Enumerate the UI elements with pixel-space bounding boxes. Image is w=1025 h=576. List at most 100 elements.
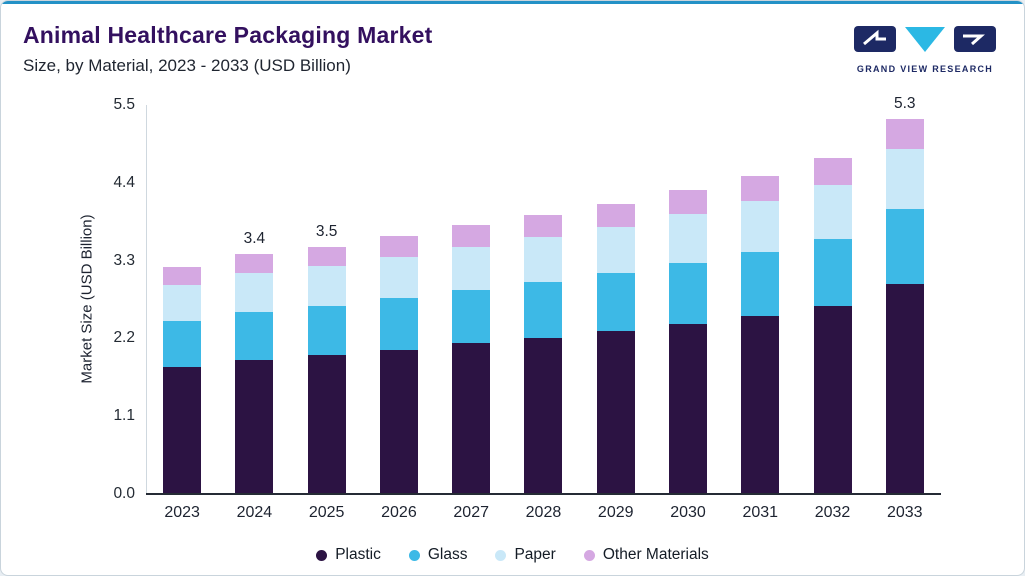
bar-segment-other-materials <box>235 253 274 274</box>
bar-segment-paper <box>163 285 202 322</box>
bar-segment-plastic <box>813 305 852 494</box>
bar-segment-other-materials <box>741 175 780 202</box>
bar-segment-paper <box>885 148 924 209</box>
x-axis-labels: 2023 2024 2025 2026 2027 2028 2029 2030 2031 2032… <box>146 504 941 522</box>
bar-slot-2031 <box>724 105 796 494</box>
bar-segment-glass <box>668 262 707 324</box>
logo-text: GRAND VIEW RESEARCH <box>856 64 994 74</box>
bar-segment-glass <box>813 238 852 306</box>
bar-segment-plastic <box>741 315 780 494</box>
x-axis-label: 2027 <box>453 504 489 521</box>
bar-segment-other-materials <box>813 158 852 185</box>
stacked-bar-2024 <box>235 253 274 494</box>
stacked-bar-2028 <box>524 214 563 494</box>
plot-area: 3.4 3.5 5.3 <box>146 95 941 494</box>
bar-segment-plastic <box>885 283 924 494</box>
bar-segment-glass <box>741 252 780 316</box>
x-axis-label: 2030 <box>670 504 706 521</box>
logo-mark-triangle <box>905 27 945 52</box>
legend-label: Plastic <box>335 546 381 563</box>
bar-segment-other-materials <box>163 266 202 286</box>
top-accent-bar <box>1 1 1024 4</box>
bar-slot-2030 <box>652 105 724 494</box>
bar-segment-glass <box>235 311 274 360</box>
bar-segment-paper <box>452 246 491 290</box>
y-tick-label: 1.1 <box>113 407 135 425</box>
bar-segment-glass <box>379 298 418 350</box>
bar-slot-2028 <box>507 105 579 494</box>
x-axis-label: 2032 <box>814 504 851 521</box>
logo-mark-right-glyph <box>963 34 985 46</box>
bar-segment-paper <box>668 213 707 263</box>
bar-segment-other-materials <box>524 214 563 238</box>
legend-label: Other Materials <box>602 546 709 563</box>
stacked-bar-2027 <box>452 225 491 494</box>
y-tick-label: 4.4 <box>113 173 135 191</box>
bar-segment-paper <box>379 257 418 299</box>
bar-segment-other-materials <box>307 246 346 267</box>
bar-value-label: 3.5 <box>315 222 338 240</box>
bar-segment-glass <box>452 289 491 344</box>
y-axis-title: Market Size (USD Billion) <box>78 214 96 384</box>
stacked-bar-2030 <box>668 189 707 494</box>
bar-slot-2029 <box>580 105 652 494</box>
legend-item-other-materials: Other Materials <box>583 546 709 564</box>
logo-mark-right <box>954 26 996 52</box>
bar-segment-other-materials <box>885 119 924 149</box>
bar-value-label: 5.3 <box>894 95 916 113</box>
y-tick-label: 5.5 <box>113 96 135 113</box>
chart-subtitle: Size, by Material, 2023 - 2033 (USD Bill… <box>23 56 351 75</box>
x-axis-label: 2029 <box>597 504 634 521</box>
x-axis-label: 2033 <box>886 504 923 521</box>
stacked-bar-2032 <box>813 158 852 494</box>
bar-segment-paper <box>596 226 635 274</box>
bar-segment-other-materials <box>668 189 707 214</box>
legend-item-glass: Glass <box>408 546 467 564</box>
bar-segment-glass <box>596 273 635 332</box>
bar-slot-2025: 3.5 <box>291 105 363 494</box>
logo-mark-left-glyph <box>863 29 886 46</box>
x-axis-label: 2026 <box>381 504 417 521</box>
bar-value-label: 3.4 <box>243 229 266 247</box>
stacked-bar-2026 <box>379 235 418 494</box>
bar-segment-plastic <box>452 343 491 494</box>
bar-segment-glass <box>524 281 563 338</box>
grand-view-research-logo: GRAND VIEW RESEARCH <box>850 25 1000 74</box>
chart-title: Animal Healthcare Packaging Market <box>23 22 433 48</box>
legend-item-paper: Paper <box>495 546 556 564</box>
legend-swatch-plastic <box>316 549 328 561</box>
bar-segment-plastic <box>524 337 563 494</box>
stacked-bar-2023 <box>163 266 202 494</box>
bar-segment-paper <box>813 184 852 239</box>
bar-segment-glass <box>885 208 924 284</box>
bar-slot-2027 <box>435 105 507 494</box>
x-axis-line <box>146 493 941 495</box>
legend-item-plastic: Plastic <box>316 546 381 564</box>
legend-swatch-other-materials <box>583 549 595 561</box>
bar-segment-paper <box>741 201 780 253</box>
bar-slot-2024: 3.4 <box>218 105 290 494</box>
x-axis-label: 2024 <box>236 504 273 521</box>
stacked-bar-2033 <box>885 119 924 494</box>
bar-segment-glass <box>307 305 346 356</box>
x-axis-label: 2028 <box>525 504 562 521</box>
legend-label: Paper <box>514 546 556 563</box>
bar-segment-plastic <box>668 323 707 494</box>
bar-slot-2023 <box>146 105 218 494</box>
legend: Plastic Glass Paper Other Materials <box>1 546 1024 564</box>
chart-header: Animal Healthcare Packaging Market Size,… <box>23 22 432 76</box>
bar-segment-plastic <box>163 366 202 494</box>
bar-segment-other-materials <box>379 235 418 258</box>
stacked-bar-2025 <box>307 246 346 494</box>
bar-slot-2032 <box>796 105 868 494</box>
legend-swatch-glass <box>408 549 420 561</box>
y-axis-line <box>146 105 147 494</box>
bar-segment-paper <box>524 237 563 282</box>
bar-segment-other-materials <box>452 225 491 247</box>
x-axis-label: 2025 <box>308 504 345 521</box>
y-tick-label: 0.0 <box>113 485 135 502</box>
legend-swatch-paper <box>495 549 507 561</box>
bar-segment-paper <box>235 273 274 312</box>
y-tick-label: 3.3 <box>113 251 135 269</box>
